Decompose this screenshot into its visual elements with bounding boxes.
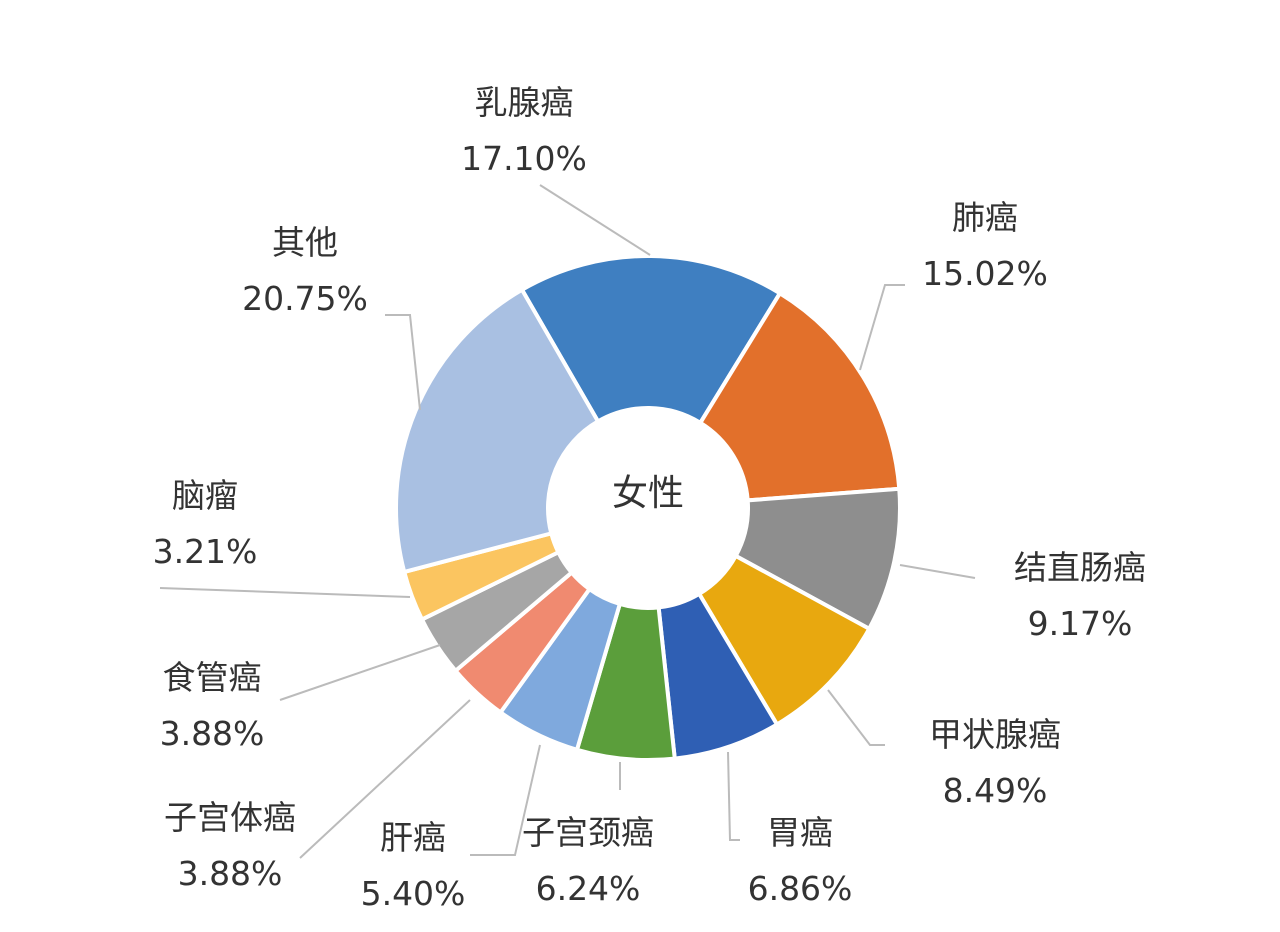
label-子宫体癌: 子宫体癌 3.88%	[164, 798, 296, 893]
center-label: 女性	[611, 473, 685, 514]
leader-line-结直肠癌	[899, 564, 976, 579]
leader-line-脑瘤	[159, 587, 411, 598]
slice-其他	[394, 287, 601, 575]
label-肺癌: 肺癌 15.02%	[922, 198, 1048, 293]
label-甲状腺癌: 甲状腺癌 8.49%	[929, 715, 1061, 810]
label-肝癌: 肝癌 5.40%	[360, 818, 466, 913]
label-脑瘤: 脑瘤 3.21%	[152, 476, 258, 571]
slice-肺癌	[697, 290, 902, 503]
leader-line-食管癌	[279, 644, 441, 701]
label-其他: 其他 20.75%	[242, 223, 368, 318]
leader-line-胃癌	[727, 751, 740, 841]
label-胃癌: 胃癌 6.86%	[747, 813, 853, 908]
leader-line-子宫体癌	[299, 699, 471, 859]
leader-line-甲状腺癌	[827, 689, 885, 746]
leader-line-其他	[385, 314, 421, 411]
leader-line-肺癌	[859, 284, 905, 371]
label-乳腺癌: 乳腺癌 17.10%	[461, 83, 587, 178]
label-结直肠癌: 结直肠癌 9.17%	[1014, 548, 1146, 643]
leader-line-肝癌	[470, 744, 541, 856]
label-食管癌: 食管癌 3.88%	[159, 658, 265, 753]
leader-lines	[159, 184, 976, 859]
leader-line-乳腺癌	[539, 184, 651, 256]
label-子宫颈癌: 子宫颈癌 6.24%	[522, 813, 654, 908]
slice-乳腺癌	[519, 254, 783, 426]
